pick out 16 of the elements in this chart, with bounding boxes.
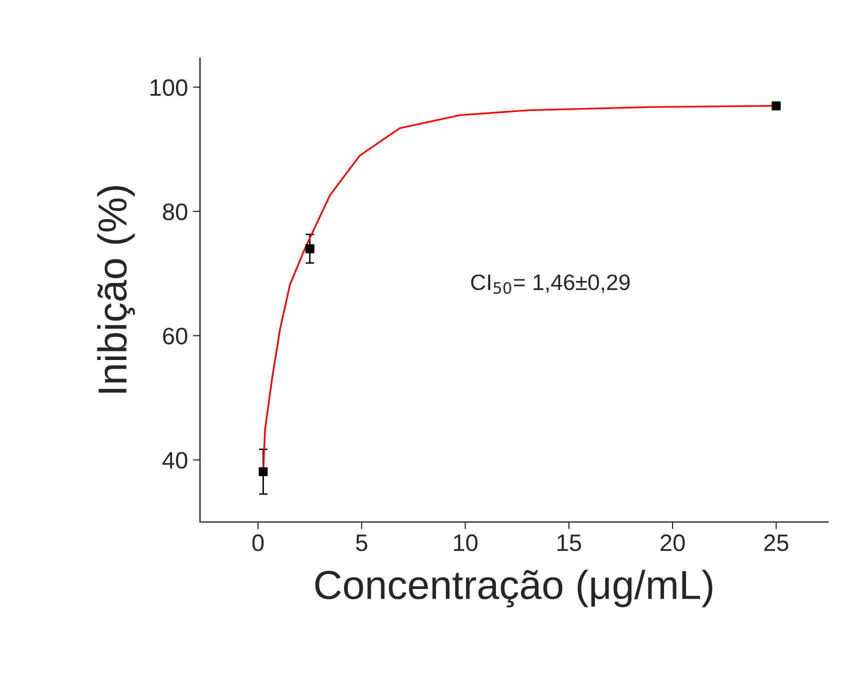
y-tick-label: 100 — [150, 79, 188, 96]
y-tick-label: 60 — [163, 328, 188, 344]
x-tick-label: 25 — [764, 534, 788, 552]
y-axis-title: Inibição (%) — [97, 186, 135, 393]
x-axis-title: Concentração (μg/mL) — [315, 570, 712, 608]
point — [772, 101, 781, 110]
point — [305, 244, 314, 254]
y-tick-label: 40 — [162, 452, 188, 469]
x-tick-label: 0 — [252, 534, 264, 552]
y-tick-label: 80 — [162, 203, 188, 220]
point — [258, 467, 268, 476]
annotation: CI$_{50}$= 1,46±0,29 — [471, 274, 630, 294]
x-tick-label: 15 — [558, 534, 582, 552]
x-tick-label: 20 — [660, 534, 685, 552]
x-tick-label: 10 — [454, 534, 478, 552]
x-tick-label: 5 — [356, 534, 368, 552]
